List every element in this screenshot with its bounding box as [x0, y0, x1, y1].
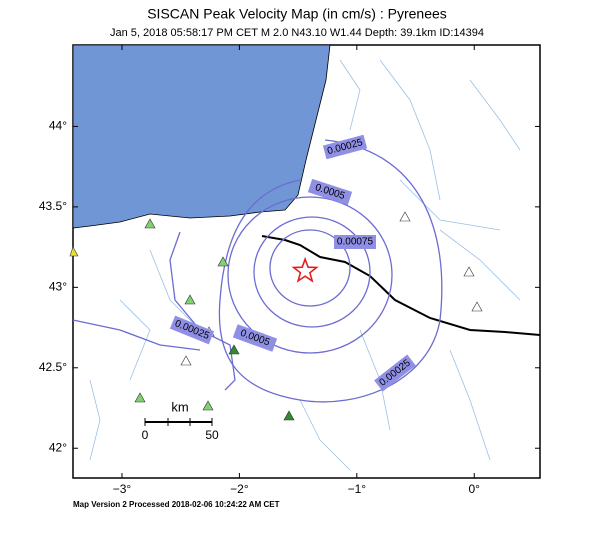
title: SISCAN Peak Velocity Map (in cm/s) : Pyr…: [147, 6, 447, 22]
x-tick-label: −2°: [230, 482, 249, 496]
x-tick-label: −3°: [113, 482, 132, 496]
y-tick-label: 43.5°: [39, 199, 67, 213]
footer: Map Version 2 Processed 2018-02-06 10:24…: [73, 500, 280, 509]
scale-label: 0: [142, 428, 149, 442]
contour-label: 0.00075: [334, 235, 376, 249]
y-tick-label: 44°: [49, 119, 67, 133]
contour-label-box: [374, 354, 416, 392]
y-tick-label: 42.5°: [39, 360, 67, 374]
y-tick-label: 42°: [49, 440, 67, 454]
scale-unit: km: [171, 399, 188, 414]
contour-label-text: 0.00075: [337, 237, 374, 248]
contour-label-box: [307, 178, 353, 206]
x-tick-label: −1°: [348, 482, 367, 496]
x-tick-label: 0°: [468, 482, 480, 496]
subtitle: Jan 5, 2018 05:58:17 PM CET M 2.0 N43.10…: [110, 27, 484, 39]
scale-label: 50: [205, 428, 219, 442]
contour-label-box: [232, 324, 278, 352]
y-tick-label: 43°: [49, 279, 67, 293]
contour-label-box: [322, 134, 368, 160]
sea: [72, 44, 331, 229]
map-area: km 0 50: [69, 44, 541, 479]
contour-label-box: [169, 315, 215, 345]
stations: [69, 211, 483, 421]
epicenter: [291, 256, 319, 283]
scale-bar: [144, 418, 213, 426]
contour-label-box: [334, 235, 376, 249]
